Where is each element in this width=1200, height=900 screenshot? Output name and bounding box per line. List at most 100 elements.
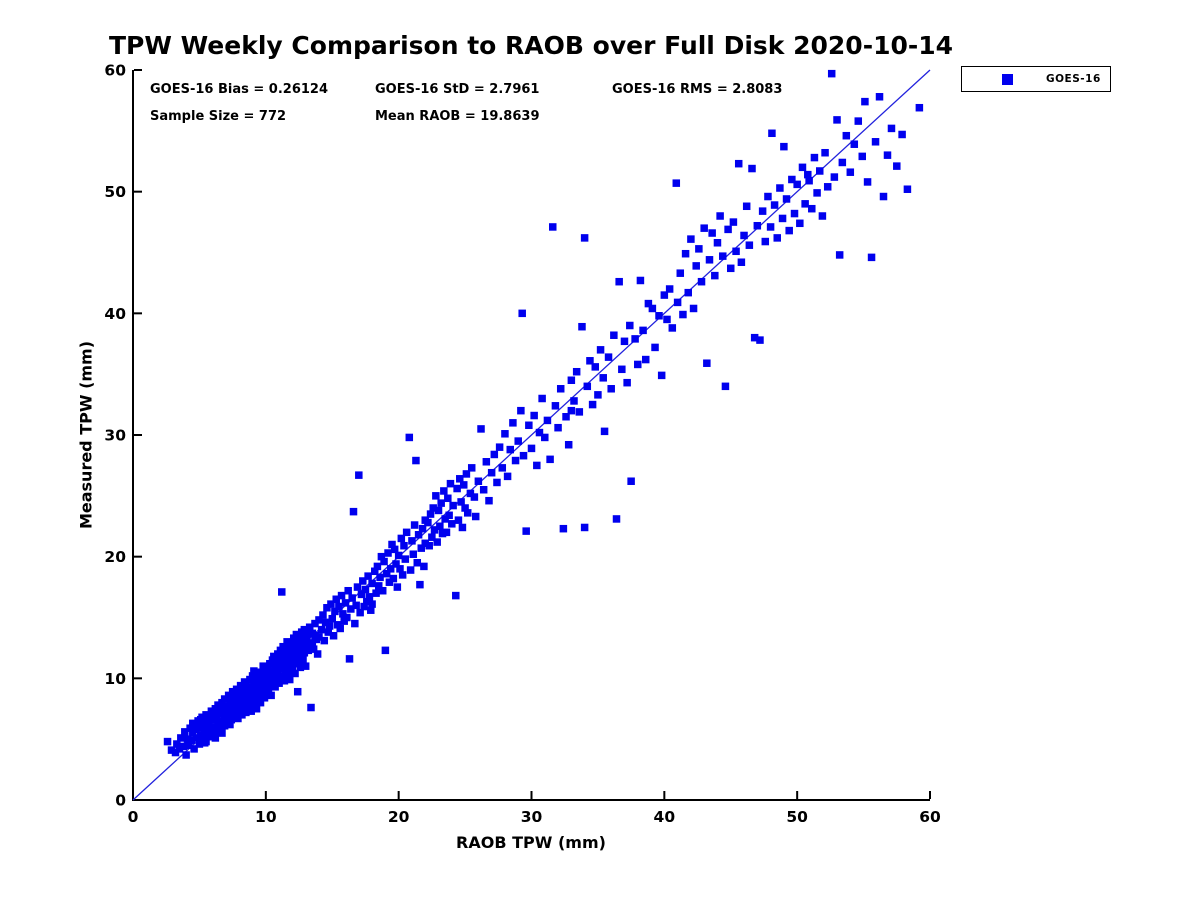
scatter-point bbox=[461, 504, 469, 512]
scatter-point bbox=[471, 512, 480, 521]
scatter-point bbox=[368, 600, 376, 608]
scatter-point bbox=[636, 276, 645, 285]
scatter-point bbox=[268, 674, 277, 683]
scatter-point bbox=[238, 711, 246, 719]
scatter-point bbox=[258, 675, 266, 684]
scatter-point bbox=[761, 237, 770, 246]
scatter-point bbox=[583, 382, 592, 391]
scatter-point bbox=[648, 304, 657, 313]
scatter-point bbox=[867, 253, 876, 262]
scatter-point bbox=[287, 644, 295, 652]
scatter-point bbox=[883, 151, 892, 159]
scatter-point bbox=[260, 669, 269, 678]
scatter-point bbox=[301, 662, 310, 670]
scatter-point bbox=[493, 478, 501, 487]
scatter-point bbox=[639, 326, 647, 335]
scatter-point bbox=[600, 427, 609, 436]
scatter-point bbox=[336, 624, 344, 633]
scatter-point bbox=[495, 443, 504, 451]
scatter-point bbox=[796, 219, 804, 228]
scatter-point bbox=[580, 523, 589, 532]
scatter-point bbox=[506, 445, 514, 454]
scatter-point bbox=[363, 597, 371, 606]
scatter-point bbox=[578, 322, 586, 331]
scatter-point bbox=[187, 736, 196, 745]
scatter-point bbox=[842, 131, 851, 140]
scatter-point bbox=[345, 655, 354, 663]
scatter-point bbox=[401, 555, 410, 563]
scatter-point bbox=[903, 185, 912, 193]
scatter-point bbox=[575, 408, 584, 416]
scatter-point bbox=[368, 579, 376, 588]
scatter-point bbox=[850, 140, 859, 148]
scatter-point bbox=[627, 477, 635, 485]
scatter-point bbox=[279, 651, 287, 659]
scatter-point bbox=[740, 231, 748, 240]
scatter-point bbox=[724, 225, 732, 234]
scatter-point bbox=[562, 413, 570, 421]
scatter-point bbox=[355, 471, 363, 479]
scatter-point bbox=[458, 523, 467, 532]
scatter-point bbox=[546, 455, 554, 464]
scatter-point bbox=[879, 192, 888, 201]
scatter-point bbox=[887, 124, 896, 133]
scatter-point bbox=[711, 271, 719, 280]
x-tick-label: 20 bbox=[388, 808, 410, 826]
scatter-point bbox=[374, 582, 383, 590]
stat-mean-raob: Mean RAOB = 19.8639 bbox=[375, 109, 540, 124]
scatter-point bbox=[425, 541, 433, 550]
scatter-point bbox=[790, 209, 799, 218]
scatter-point bbox=[554, 423, 562, 432]
scatter-point bbox=[586, 357, 594, 365]
scatter-point bbox=[264, 686, 273, 695]
scatter-point bbox=[517, 406, 525, 415]
scatter-point bbox=[359, 577, 367, 585]
scatter-point bbox=[325, 622, 334, 630]
scatter-point bbox=[607, 385, 615, 393]
scatter-point bbox=[360, 602, 368, 611]
scatter-point bbox=[321, 618, 330, 627]
scatter-point bbox=[543, 416, 552, 425]
scatter-point bbox=[467, 464, 476, 472]
scatter-point bbox=[778, 214, 787, 223]
scatter-point bbox=[204, 720, 213, 729]
scatter-point bbox=[244, 684, 253, 692]
scatter-point bbox=[713, 239, 722, 247]
scatter-point bbox=[183, 735, 192, 743]
y-tick-label: 60 bbox=[104, 62, 126, 80]
scatter-point bbox=[413, 559, 422, 567]
scatter-point bbox=[518, 309, 526, 318]
scatter-point bbox=[406, 566, 415, 574]
scatter-point bbox=[815, 167, 824, 175]
scatter-point bbox=[311, 619, 319, 628]
scatter-point bbox=[247, 707, 255, 715]
scatter-point bbox=[533, 461, 541, 470]
scatter-point bbox=[193, 734, 201, 742]
scatter-point bbox=[396, 565, 404, 573]
scatter-point bbox=[390, 545, 399, 554]
scatter-point bbox=[260, 694, 269, 702]
scatter-point bbox=[823, 183, 832, 191]
scatter-point bbox=[444, 494, 452, 503]
scatter-point bbox=[681, 249, 690, 258]
x-axis-label: RAOB TPW (mm) bbox=[456, 833, 606, 852]
scatter-point bbox=[567, 406, 576, 415]
scatter-point bbox=[788, 175, 796, 184]
legend: GOES-16 bbox=[961, 66, 1111, 92]
scatter-point bbox=[195, 724, 204, 732]
scatter-point bbox=[371, 567, 379, 576]
scatter-point bbox=[501, 430, 509, 438]
scatter-point bbox=[402, 528, 411, 537]
scatter-point bbox=[234, 714, 242, 723]
scatter-point bbox=[719, 252, 727, 260]
scatter-point bbox=[353, 583, 362, 591]
scatter-point bbox=[276, 657, 285, 666]
scatter-point bbox=[463, 509, 472, 517]
scatter-point bbox=[175, 745, 184, 753]
y-tick-label: 20 bbox=[104, 548, 126, 566]
scatter-point bbox=[457, 498, 465, 506]
scatter-point bbox=[412, 456, 420, 465]
scatter-point bbox=[672, 179, 681, 187]
scatter-point bbox=[373, 562, 382, 571]
stat-bias: GOES-16 Bias = 0.26124 bbox=[150, 82, 329, 97]
